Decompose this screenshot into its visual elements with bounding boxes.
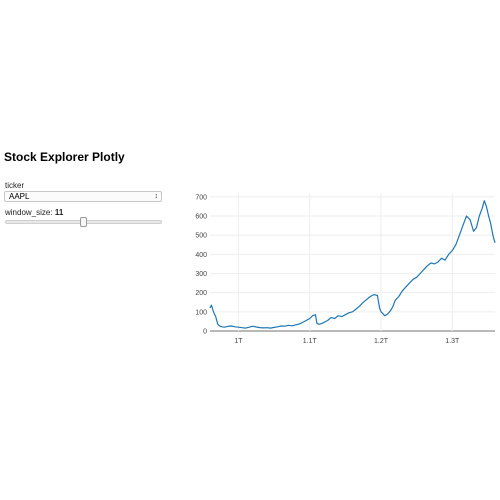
- x-tick-label: 1.1T: [303, 338, 318, 345]
- series-line: [209, 200, 496, 329]
- y-tick-label: 100: [195, 309, 207, 316]
- y-tick-label: 400: [195, 252, 207, 259]
- y-tick-label: 200: [195, 290, 207, 297]
- ticker-label: ticker: [5, 181, 25, 190]
- x-tick-label: 1.3T: [445, 338, 460, 345]
- y-tick-label: 300: [195, 271, 207, 278]
- ticker-select[interactable]: AAPL ↕: [4, 191, 162, 202]
- window-size-value: 11: [54, 208, 64, 217]
- x-tick-label: 1T: [234, 338, 243, 345]
- y-tick-label: 600: [195, 214, 207, 221]
- chevron-updown-icon: ↕: [154, 193, 159, 200]
- chart-series: [209, 200, 496, 329]
- window-size-slider-thumb[interactable]: [80, 217, 87, 227]
- y-tick-label: 700: [195, 194, 207, 201]
- x-tick-label: 1.2T: [374, 338, 389, 345]
- chart-grid: [210, 193, 495, 332]
- page-title: Stock Explorer Plotly: [4, 150, 125, 164]
- y-tick-label: 500: [195, 233, 207, 240]
- window-size-label: window_size: 11: [5, 208, 63, 217]
- window-size-label-text: window_size:: [5, 208, 55, 217]
- ticker-selected-value: AAPL: [9, 192, 30, 201]
- chart-axes: 0 100 200 300 400 500 600 700 1T 1.1T 1.2T 1.3T: [195, 194, 460, 345]
- price-line-chart[interactable]: 0 100 200 300 400 500 600 700 1T 1.1T 1.2T 1.3T: [185, 188, 496, 348]
- y-tick-label: 0: [203, 329, 207, 336]
